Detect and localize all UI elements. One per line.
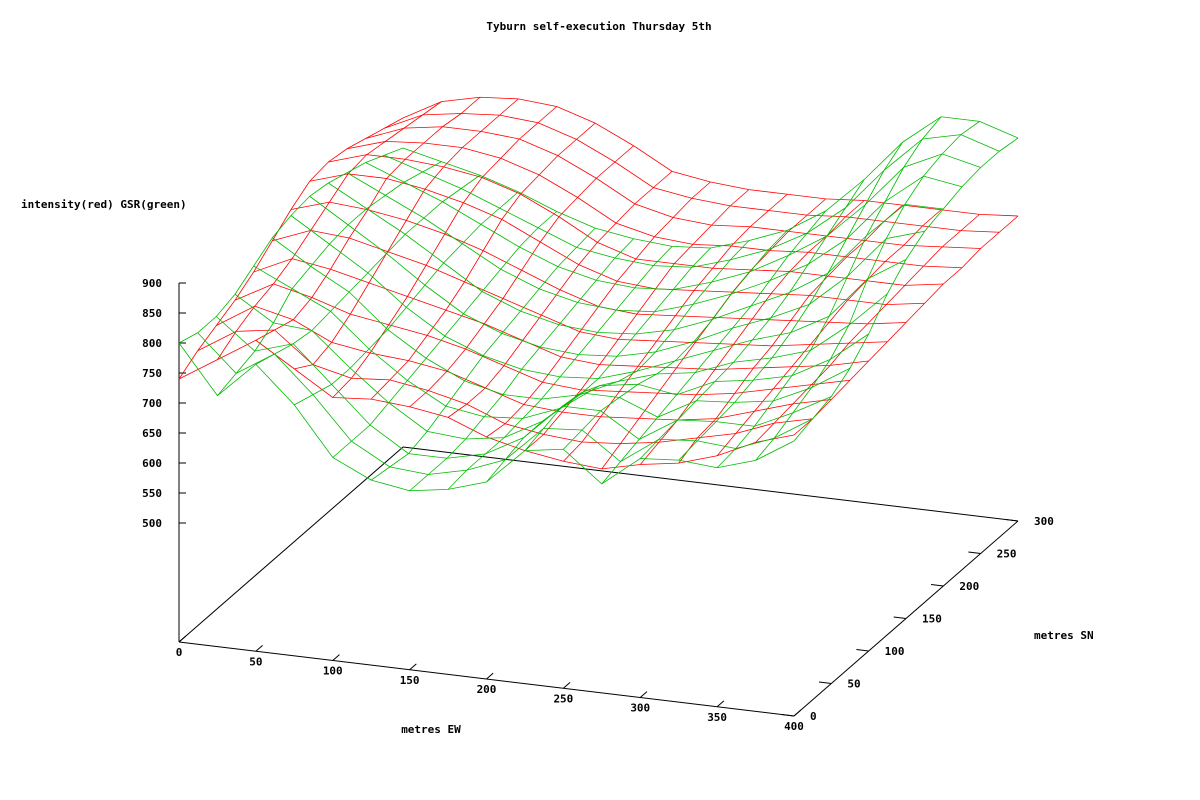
z-tick-label: 900 [142, 277, 162, 290]
mesh-line-x [178, 339, 795, 470]
mesh-line-y [716, 116, 942, 469]
y-tick-label: 100 [885, 645, 905, 658]
z-tick-label: 500 [142, 517, 162, 530]
mesh-line-y [294, 191, 519, 406]
x-tick-mark [716, 700, 725, 708]
mesh-line-y [178, 147, 404, 344]
y-tick-mark [856, 649, 869, 652]
mesh-line-y [524, 189, 750, 451]
mesh-line-y [755, 121, 980, 461]
mesh-line-y [486, 247, 711, 483]
x-tick-mark [178, 635, 187, 643]
mesh-line-y [255, 96, 481, 341]
mesh-line-y [793, 215, 1019, 436]
x-tick-label: 150 [400, 674, 420, 687]
mesh-line-y [563, 229, 788, 450]
mesh-line-y [332, 211, 558, 458]
y-tick-label: 250 [997, 548, 1017, 561]
x-tick-mark [409, 663, 417, 671]
z-tick-label: 850 [142, 307, 162, 320]
mesh-line-x [365, 126, 981, 249]
chart-title: Tyburn self-execution Thursday 5th [486, 20, 711, 33]
x-tick-mark [793, 709, 802, 717]
x-tick-mark [563, 682, 571, 689]
y-tick-mark [930, 584, 944, 587]
x-tick-label: 50 [249, 655, 262, 668]
y-tick-mark [1005, 519, 1019, 522]
base-edge [178, 446, 404, 643]
x-axis-ticks: 0 50 100 150 200 250 300 350 400 [176, 635, 804, 733]
base-edge [402, 446, 1019, 522]
mesh-line-x [309, 173, 925, 306]
x-tick-mark [639, 691, 648, 698]
mesh-line-y [678, 204, 903, 464]
mesh-line-y [678, 141, 904, 461]
y-tick-label: 300 [1034, 515, 1054, 528]
mesh-line-y [332, 106, 558, 398]
mesh-line-y [447, 171, 673, 418]
y-tick-label: 0 [810, 710, 817, 723]
mesh-line-x [328, 154, 944, 286]
mesh-line-x [253, 258, 869, 370]
mesh-line-y [217, 101, 442, 360]
y-tick-mark [968, 551, 981, 554]
y-tick-mark [893, 616, 907, 619]
mesh-line-y [447, 246, 673, 490]
mesh-line-y [255, 174, 481, 365]
z-tick-label: 650 [142, 427, 162, 440]
mesh-line-y [563, 193, 788, 462]
z-axis-label: intensity(red) GSR(green) [21, 198, 187, 211]
z-tick-label: 550 [142, 487, 162, 500]
x-tick-label: 300 [630, 702, 650, 715]
surface-GSR [178, 116, 1019, 492]
base-frame [178, 446, 1019, 717]
mesh-line-y [716, 209, 942, 457]
x-tick-label: 250 [553, 692, 573, 705]
mesh-line-x [197, 329, 813, 445]
mesh-line-y [409, 238, 634, 492]
z-axis: 500 550 600 650 700 750 800 850 900 [142, 277, 186, 642]
mesh-line-x [290, 201, 907, 325]
mesh-line-y [601, 210, 827, 485]
y-axis-label: metres SN [1034, 629, 1094, 642]
z-tick-label: 700 [142, 397, 162, 410]
y-tick-mark [818, 681, 832, 684]
mesh-line-x [309, 195, 925, 357]
z-tick-label: 800 [142, 337, 162, 350]
y-axis-ticks: 0 50 100 150 200 250 300 [781, 515, 1054, 723]
mesh-line-y [755, 214, 980, 443]
y-tick-mark [781, 714, 795, 717]
x-axis-label: metres EW [401, 723, 461, 736]
mesh-line-y [486, 181, 711, 438]
x-tick-label: 200 [477, 683, 497, 696]
mesh-line-x [197, 332, 813, 475]
mesh-line-y [639, 179, 865, 459]
y-tick-label: 50 [847, 678, 860, 691]
z-tick-label: 600 [142, 457, 162, 470]
x-tick-label: 100 [323, 665, 343, 678]
x-tick-label: 350 [707, 711, 727, 724]
mesh-line-y [294, 98, 519, 370]
mesh-line-x [384, 113, 1000, 233]
y-tick-label: 150 [922, 613, 942, 626]
x-tick-mark [255, 645, 263, 652]
mesh-line-y [370, 122, 596, 400]
surfaces [178, 96, 1019, 492]
mesh-line-y [178, 117, 404, 380]
mesh-line-x [216, 305, 832, 421]
mesh-line-y [409, 145, 634, 408]
x-tick-label: 400 [784, 720, 804, 733]
mesh-line-y [370, 227, 596, 481]
mesh-line-y [793, 137, 1019, 442]
mesh-line-y [217, 161, 442, 396]
z-tick-label: 750 [142, 367, 162, 380]
mesh-line-y [524, 240, 750, 451]
x-tick-mark [486, 672, 494, 680]
x-tick-mark [332, 654, 340, 661]
y-tick-label: 200 [959, 580, 979, 593]
x-tick-label: 0 [176, 646, 183, 659]
